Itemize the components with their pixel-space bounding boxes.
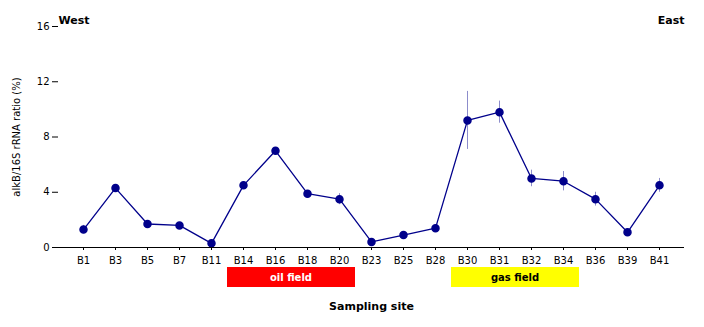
svg-text:B23: B23 — [362, 255, 382, 266]
svg-text:alkB/16S rRNA ratio (%): alkB/16S rRNA ratio (%) — [11, 77, 22, 196]
svg-text:B32: B32 — [522, 255, 542, 266]
svg-text:West: West — [59, 14, 90, 27]
svg-text:B16: B16 — [266, 255, 286, 266]
svg-text:8: 8 — [43, 131, 49, 142]
svg-text:East: East — [658, 14, 685, 27]
svg-text:B25: B25 — [394, 255, 414, 266]
svg-text:Sampling site: Sampling site — [329, 300, 414, 313]
svg-text:B39: B39 — [618, 255, 638, 266]
svg-text:oil field: oil field — [270, 272, 312, 283]
svg-text:B20: B20 — [330, 255, 350, 266]
svg-text:4: 4 — [43, 186, 49, 197]
svg-text:B31: B31 — [490, 255, 510, 266]
svg-text:gas field: gas field — [491, 272, 539, 283]
svg-text:B34: B34 — [554, 255, 574, 266]
svg-text:B18: B18 — [298, 255, 318, 266]
svg-text:B3: B3 — [109, 255, 122, 266]
svg-text:12: 12 — [37, 76, 50, 87]
svg-text:B36: B36 — [586, 255, 606, 266]
svg-text:B7: B7 — [173, 255, 186, 266]
svg-text:B30: B30 — [458, 255, 478, 266]
svg-text:B14: B14 — [234, 255, 254, 266]
svg-text:16: 16 — [37, 21, 50, 32]
svg-text:B28: B28 — [426, 255, 446, 266]
svg-text:B5: B5 — [141, 255, 154, 266]
svg-text:0: 0 — [43, 242, 49, 253]
svg-text:B41: B41 — [650, 255, 670, 266]
svg-text:B11: B11 — [202, 255, 222, 266]
svg-text:B1: B1 — [77, 255, 90, 266]
